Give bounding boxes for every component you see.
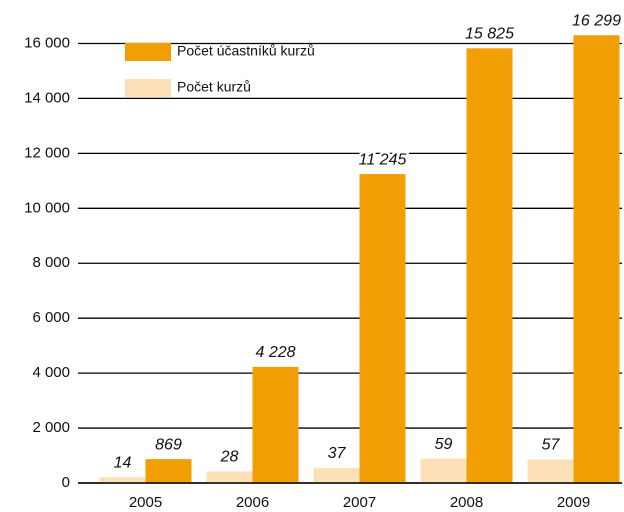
value-label: 57 (542, 437, 561, 454)
legend-swatch (125, 79, 171, 97)
y-tick-label: 12 000 (24, 144, 70, 161)
bar (99, 477, 146, 483)
x-tick-label: 2009 (557, 494, 590, 511)
value-label: 4 228 (255, 344, 295, 361)
bar (145, 459, 192, 483)
y-tick-label: 4 000 (32, 364, 70, 381)
value-label: 37 (328, 445, 347, 462)
y-tick-label: 2 000 (32, 419, 70, 436)
y-tick-label: 16 000 (24, 34, 70, 51)
y-tick-label: 10 000 (24, 199, 70, 216)
y-tick-label: 8 000 (32, 254, 70, 271)
y-tick-label: 0 (62, 474, 70, 491)
legend-label: Počet účastníků kurzů (177, 43, 315, 59)
value-label: 15 825 (465, 25, 514, 42)
value-label: 16 299 (572, 12, 621, 29)
bar (359, 174, 406, 483)
bar (313, 467, 360, 483)
value-label: 28 (220, 449, 239, 466)
bar (466, 48, 513, 483)
x-tick-label: 2008 (450, 494, 483, 511)
bar (206, 471, 253, 483)
x-tick-label: 2005 (129, 494, 162, 511)
y-tick-label: 14 000 (24, 89, 70, 106)
x-tick-label: 2006 (236, 494, 269, 511)
legend-swatch (125, 43, 171, 61)
value-label: 11 245 (359, 151, 407, 168)
bar (420, 458, 467, 483)
bar (527, 459, 574, 483)
bar (252, 366, 299, 483)
value-label: 59 (435, 436, 453, 453)
y-tick-label: 6 000 (32, 309, 70, 326)
x-tick-label: 2007 (343, 494, 376, 511)
legend-label: Počet kurzů (177, 79, 251, 95)
value-label: 14 (114, 454, 132, 471)
value-label: 869 (155, 436, 182, 453)
bar (573, 35, 620, 483)
